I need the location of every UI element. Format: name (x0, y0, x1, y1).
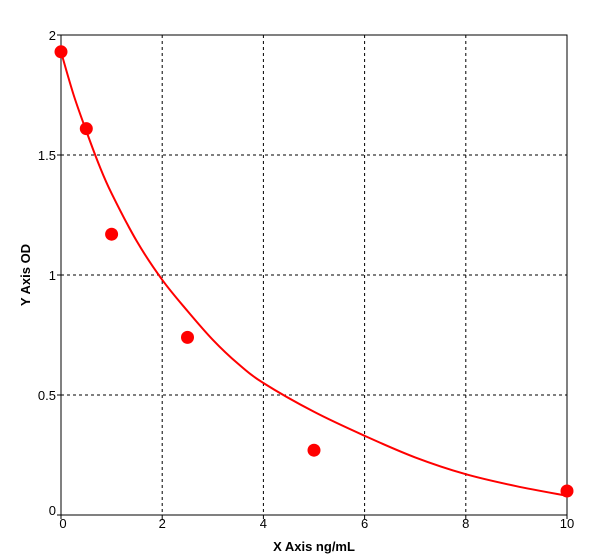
data-point-1 (79, 122, 93, 136)
x-axis-title: X Axis ng/mL (273, 539, 355, 554)
y-tick-label-3: 1.5 (38, 148, 56, 163)
y-axis-title: Y Axis OD (18, 244, 33, 306)
data-point-5 (560, 484, 574, 498)
data-point-4 (307, 443, 321, 457)
x-tick-label-0: 0 (59, 516, 66, 531)
y-tick-label-4: 2 (49, 28, 56, 43)
x-tick-label-1: 2 (159, 516, 166, 531)
x-tick-label-3: 6 (361, 516, 368, 531)
x-tick-label-2: 4 (260, 516, 267, 531)
grid (61, 35, 567, 515)
data-points (54, 45, 574, 498)
fit-curve (60, 51, 568, 497)
data-point-0 (54, 45, 68, 59)
data-point-2 (105, 227, 119, 241)
y-tick-label-2: 1 (49, 268, 56, 283)
axis-ticks: 0 2 4 6 8 10 0 0.5 1 1.5 2 (38, 28, 574, 531)
y-tick-label-1: 0.5 (38, 388, 56, 403)
fit-curve-group (60, 51, 568, 497)
y-tick-label-0: 0 (49, 503, 56, 518)
x-tick-label-4: 8 (462, 516, 469, 531)
x-tick-label-5: 10 (560, 516, 574, 531)
data-point-3 (181, 330, 194, 344)
